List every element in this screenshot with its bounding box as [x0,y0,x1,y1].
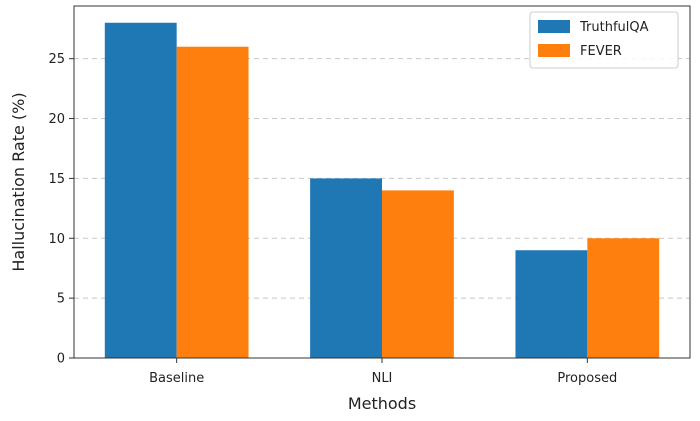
bar-truthfulqa-baseline [104,22,177,359]
y-tick-label: 10 [48,232,65,247]
bar-fever-nli [382,190,454,358]
y-tick-label: 5 [57,292,65,307]
x-tick-label: NLI [372,371,393,386]
bar-fever-proposed [587,238,660,358]
bar-truthfulqa-nli [310,178,382,358]
legend-label: FEVER [580,44,622,59]
legend: TruthfulQA FEVER [529,11,679,69]
legend-swatch [538,20,570,33]
x-axis-title: Methods [348,394,416,413]
y-tick-label: 15 [48,172,65,187]
legend-swatch [538,44,570,57]
bars [104,22,660,359]
y-tick-label: 25 [48,52,65,67]
x-axis: Baseline NLI Proposed [149,358,617,386]
bar-fever-baseline [176,46,249,358]
x-tick-label: Baseline [149,371,204,386]
x-tick-label: Proposed [557,371,617,386]
y-axis: 0 5 10 15 20 25 [48,52,74,367]
y-tick-label: 0 [57,352,65,367]
y-tick-label: 20 [48,112,65,127]
y-axis-title: Hallucination Rate (%) [9,92,28,271]
legend-label: TruthfulQA [579,20,649,35]
bar-truthfulqa-proposed [515,250,588,358]
